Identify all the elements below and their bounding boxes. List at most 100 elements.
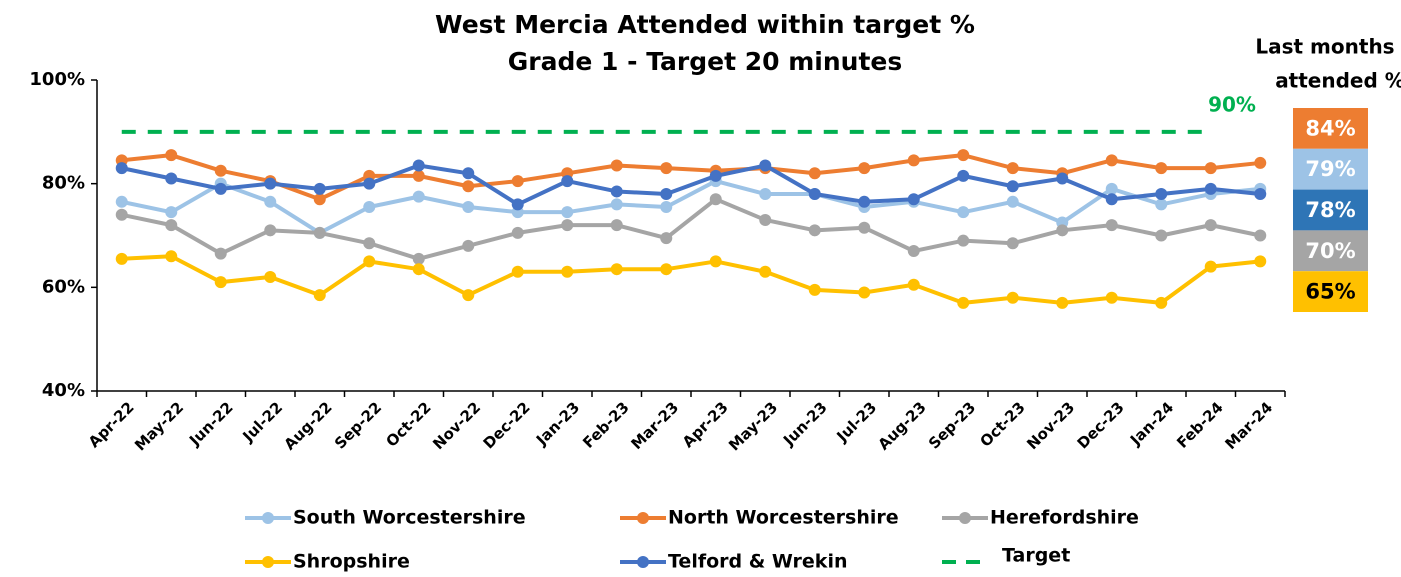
x-tick-label: Apr-22: [85, 398, 138, 451]
marker: [1006, 162, 1019, 175]
x-tick-label: Aug-22: [281, 398, 336, 453]
marker: [165, 149, 178, 162]
y-tick-label: 100%: [29, 69, 85, 90]
marker: [313, 182, 326, 195]
chart-title: Grade 1 - Target 20 minutes: [508, 47, 902, 76]
marker: [808, 167, 821, 180]
marker: [610, 159, 623, 172]
last-month-box: [1293, 230, 1368, 272]
marker: [511, 175, 524, 188]
marker: [660, 188, 673, 201]
marker: [462, 289, 475, 302]
marker: [214, 182, 227, 195]
legend-marker: [262, 512, 274, 524]
marker: [1254, 255, 1267, 268]
marker: [1155, 198, 1168, 211]
marker: [610, 263, 623, 276]
series-line: [121, 254, 1261, 305]
marker: [165, 250, 178, 263]
marker: [1006, 291, 1019, 304]
legend-marker: [637, 556, 649, 568]
marker: [1204, 182, 1217, 195]
series-line: [121, 179, 1261, 235]
marker: [412, 169, 425, 182]
x-tick-label: Oct-23: [976, 398, 1028, 450]
y-tick-label: 60%: [42, 276, 85, 297]
marker: [1155, 188, 1168, 201]
x-tick-label: Dec-22: [480, 398, 534, 452]
marker: [907, 193, 920, 206]
legend-label: Shropshire: [293, 551, 410, 573]
y-tick-label: 80%: [42, 173, 85, 194]
marker: [1105, 182, 1118, 195]
series-line: [121, 197, 1261, 261]
marker: [957, 206, 970, 219]
last-month-label: 78%: [1305, 198, 1355, 222]
x-tick-label: Feb-24: [1173, 398, 1226, 451]
legend-label: Telford & Wrekin: [668, 551, 847, 573]
marker: [511, 226, 524, 239]
marker: [115, 162, 128, 175]
marker: [709, 193, 722, 206]
chart-title: West Mercia Attended within target %: [435, 10, 975, 39]
marker: [1105, 291, 1118, 304]
marker: [957, 149, 970, 162]
marker: [759, 159, 772, 172]
marker: [264, 270, 277, 283]
series-line: [121, 153, 1261, 202]
marker: [1204, 162, 1217, 175]
marker: [561, 175, 574, 188]
x-tick-label: Sep-23: [925, 398, 979, 452]
last-month-box: [1293, 148, 1368, 190]
marker: [214, 164, 227, 177]
marker: [561, 265, 574, 278]
last-month-label: 70%: [1305, 239, 1355, 263]
side-title: attended %: [1275, 69, 1401, 93]
last-month-box: [1293, 108, 1368, 149]
marker: [264, 224, 277, 237]
marker: [610, 198, 623, 211]
marker: [1006, 180, 1019, 193]
marker: [1155, 296, 1168, 309]
legend-label: South Worcestershire: [293, 507, 526, 529]
marker: [165, 172, 178, 185]
x-tick-label: Oct-22: [382, 398, 434, 450]
marker: [1006, 195, 1019, 208]
marker: [1056, 172, 1069, 185]
marker: [907, 154, 920, 167]
x-tick-label: May-22: [131, 398, 187, 454]
marker: [214, 276, 227, 289]
x-tick-label: Nov-22: [429, 398, 484, 453]
marker: [610, 185, 623, 198]
marker: [1056, 296, 1069, 309]
marker: [363, 255, 376, 268]
x-tick-label: Aug-23: [875, 398, 930, 453]
marker: [660, 162, 673, 175]
marker: [808, 188, 821, 201]
marker: [759, 188, 772, 201]
marker: [363, 200, 376, 213]
marker: [709, 255, 722, 268]
x-tick-label: Jan-24: [1126, 398, 1177, 449]
marker: [462, 239, 475, 252]
marker: [115, 208, 128, 221]
marker: [313, 226, 326, 239]
marker: [957, 169, 970, 182]
marker: [1254, 188, 1267, 201]
marker: [412, 252, 425, 265]
legend-label: Herefordshire: [990, 507, 1139, 529]
marker: [1006, 237, 1019, 250]
x-tick-label: Jul-22: [239, 398, 287, 446]
marker: [610, 219, 623, 232]
marker: [858, 195, 871, 208]
marker: [1105, 219, 1118, 232]
x-tick-label: Feb-23: [579, 398, 632, 451]
marker: [858, 221, 871, 234]
marker: [264, 177, 277, 190]
last-month-box: [1293, 271, 1368, 312]
marker: [759, 213, 772, 226]
marker: [858, 162, 871, 175]
last-month-label: 79%: [1305, 157, 1355, 181]
x-tick-label: Dec-23: [1074, 398, 1128, 452]
